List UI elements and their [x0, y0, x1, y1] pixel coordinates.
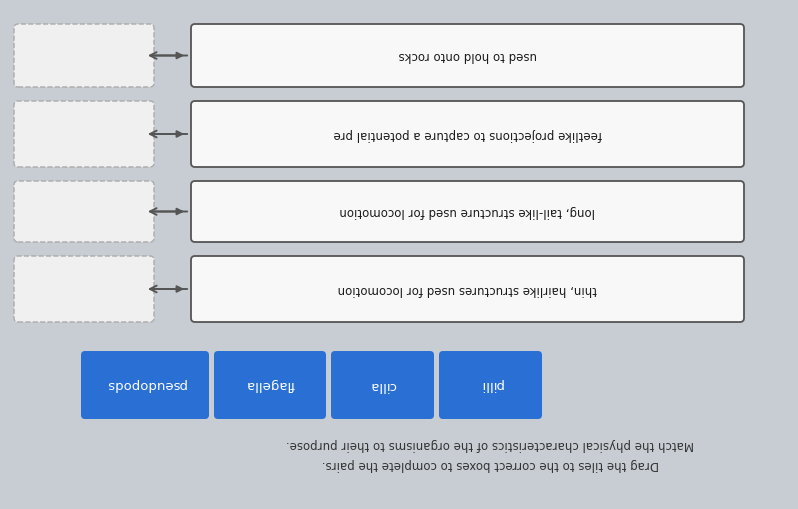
Text: long, tail-like structure used for locomotion: long, tail-like structure used for locom… — [340, 205, 595, 218]
Text: thin, hairlike structures used for locomotion: thin, hairlike structures used for locom… — [338, 282, 597, 296]
Text: flagella: flagella — [246, 379, 294, 391]
FancyBboxPatch shape — [14, 24, 154, 87]
FancyBboxPatch shape — [214, 351, 326, 419]
Text: Match the physical characteristics of the organisms to their purpose.: Match the physical characteristics of th… — [286, 438, 694, 451]
FancyBboxPatch shape — [14, 256, 154, 322]
Text: pseudopods: pseudopods — [105, 379, 185, 391]
FancyBboxPatch shape — [191, 256, 744, 322]
FancyBboxPatch shape — [81, 351, 209, 419]
FancyBboxPatch shape — [14, 101, 154, 167]
FancyBboxPatch shape — [439, 351, 542, 419]
FancyBboxPatch shape — [191, 181, 744, 242]
FancyBboxPatch shape — [331, 351, 434, 419]
Text: cilla: cilla — [369, 379, 396, 391]
FancyBboxPatch shape — [14, 181, 154, 242]
Text: Drag the tiles to the correct boxes to complete the pairs.: Drag the tiles to the correct boxes to c… — [322, 459, 658, 471]
Text: used to hold onto rocks: used to hold onto rocks — [398, 49, 537, 62]
Text: pilli: pilli — [479, 379, 502, 391]
Text: feetlike projections to capture a potential pre: feetlike projections to capture a potent… — [334, 127, 602, 140]
FancyBboxPatch shape — [191, 101, 744, 167]
FancyBboxPatch shape — [191, 24, 744, 87]
